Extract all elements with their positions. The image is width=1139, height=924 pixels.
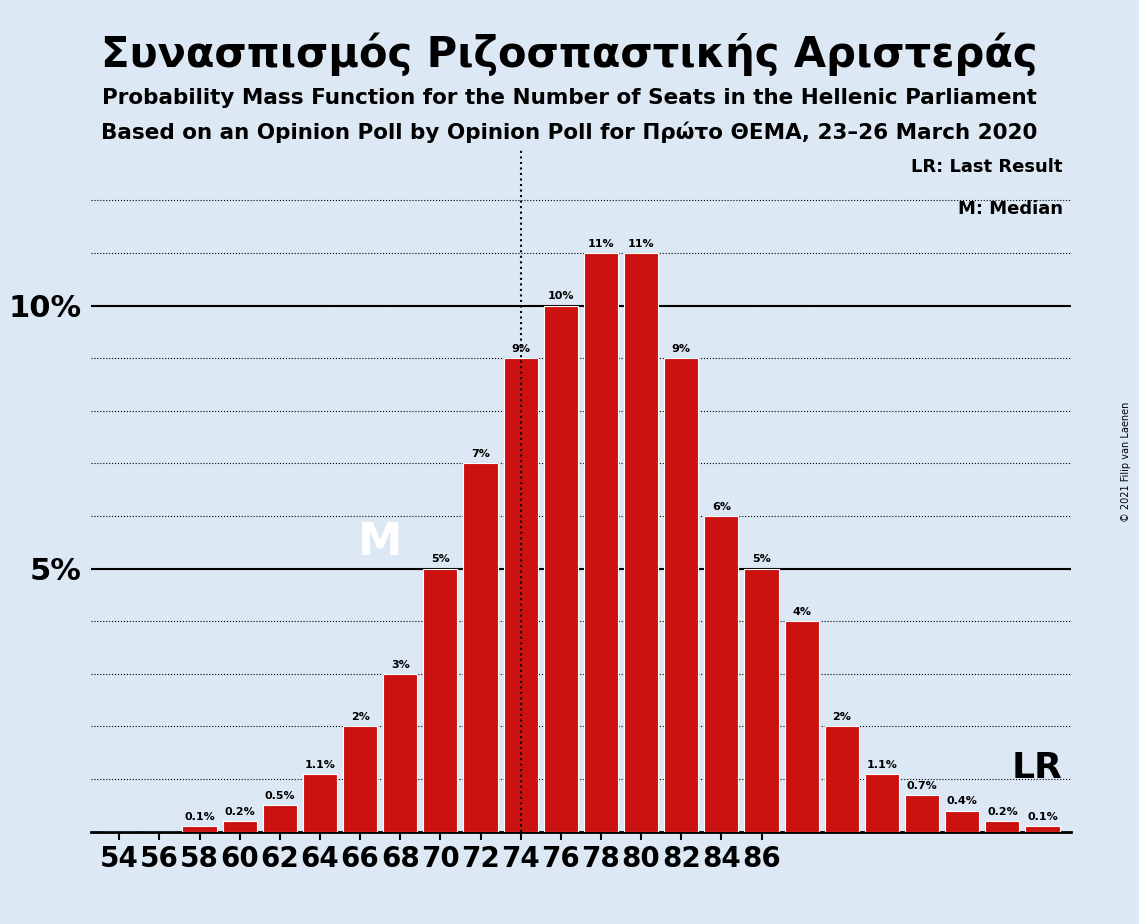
Bar — [785, 621, 819, 832]
Bar — [584, 253, 618, 832]
Text: © 2021 Filip van Laenen: © 2021 Filip van Laenen — [1121, 402, 1131, 522]
Bar — [543, 306, 577, 832]
Text: 0.2%: 0.2% — [224, 807, 255, 817]
Bar — [745, 568, 779, 832]
Bar — [704, 516, 738, 832]
Text: LR: Last Result: LR: Last Result — [911, 158, 1063, 176]
Text: 5%: 5% — [752, 554, 771, 565]
Text: 3%: 3% — [391, 660, 410, 670]
Text: 9%: 9% — [511, 344, 530, 354]
Bar — [503, 359, 538, 832]
Text: 6%: 6% — [712, 502, 731, 512]
Text: M: M — [358, 521, 402, 564]
Text: Συνασπισμός Ριζοσπαστικής Αριστεράς: Συνασπισμός Ριζοσπαστικής Αριστεράς — [101, 32, 1038, 76]
Text: 11%: 11% — [628, 238, 655, 249]
Text: M: Median: M: Median — [958, 201, 1063, 218]
Bar — [664, 359, 698, 832]
Text: LR: LR — [1011, 751, 1063, 785]
Bar — [464, 464, 498, 832]
Text: 1.1%: 1.1% — [867, 760, 898, 770]
Bar — [263, 806, 297, 832]
Text: 5%: 5% — [431, 554, 450, 565]
Bar — [383, 674, 417, 832]
Text: 1.1%: 1.1% — [304, 760, 335, 770]
Text: 0.7%: 0.7% — [907, 781, 937, 791]
Text: 9%: 9% — [672, 344, 690, 354]
Text: 11%: 11% — [588, 238, 614, 249]
Bar — [303, 773, 337, 832]
Text: 2%: 2% — [833, 712, 851, 723]
Text: 0.1%: 0.1% — [185, 812, 215, 822]
Text: 0.1%: 0.1% — [1027, 812, 1058, 822]
Bar — [985, 821, 1019, 832]
Text: 4%: 4% — [793, 607, 811, 617]
Text: 2%: 2% — [351, 712, 369, 723]
Text: 0.2%: 0.2% — [988, 807, 1018, 817]
Bar — [424, 568, 458, 832]
Bar — [906, 795, 940, 832]
Text: 0.5%: 0.5% — [264, 791, 295, 801]
Bar — [1025, 826, 1059, 832]
Text: 10%: 10% — [548, 291, 574, 301]
Bar — [865, 773, 899, 832]
Text: 7%: 7% — [472, 449, 490, 459]
Text: Probability Mass Function for the Number of Seats in the Hellenic Parliament: Probability Mass Function for the Number… — [103, 88, 1036, 108]
Text: Based on an Opinion Poll by Opinion Poll for Πρώτο ΘΕΜΑ, 23–26 March 2020: Based on an Opinion Poll by Opinion Poll… — [101, 122, 1038, 143]
Bar — [222, 821, 256, 832]
Bar — [825, 726, 859, 832]
Bar — [945, 810, 980, 832]
Text: 0.4%: 0.4% — [947, 796, 977, 807]
Bar — [343, 726, 377, 832]
Bar — [624, 253, 658, 832]
Bar — [182, 826, 216, 832]
